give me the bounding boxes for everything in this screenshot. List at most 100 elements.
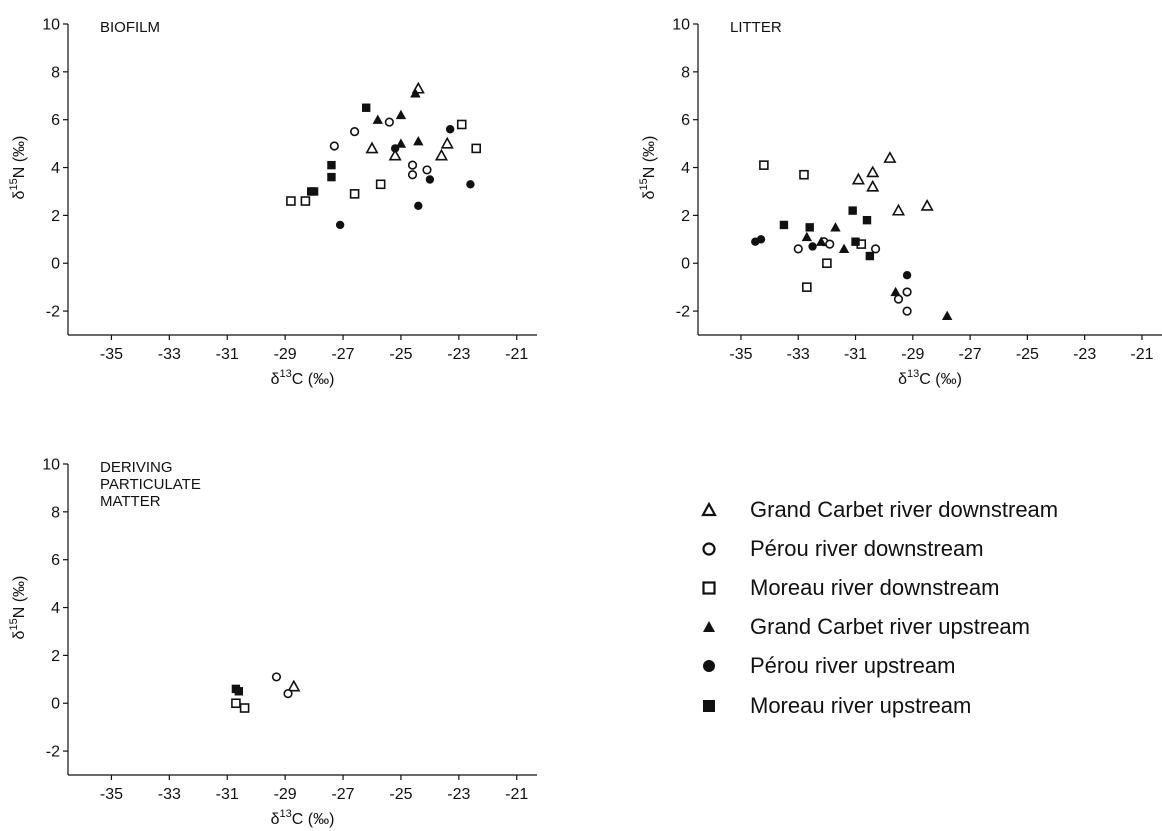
- data-point-square-filled: [327, 172, 336, 182]
- data-point-triangle-open: [920, 198, 934, 211]
- data-point-triangle-filled: [413, 136, 424, 146]
- data-point-triangle-open: [866, 179, 880, 192]
- data-point-square-filled: [848, 206, 857, 215]
- legend-label: Pérou river downstream: [750, 535, 984, 561]
- data-point-triangle-filled: [838, 243, 850, 254]
- data-point-circle-open: [893, 294, 904, 304]
- data-point-triangle-open: [388, 148, 402, 161]
- y-tick-label: 10: [672, 17, 690, 34]
- data-point-circle-open: [384, 117, 394, 127]
- y-tick-label: 2: [51, 208, 60, 225]
- x-axis-label: δ13C (‰): [898, 368, 962, 388]
- data-point-circle-open: [902, 287, 912, 297]
- data-point-circle-filled: [425, 175, 435, 184]
- data-point-circle-open: [407, 160, 418, 170]
- y-tick-label: 8: [51, 504, 60, 521]
- x-tick-label: -23: [1073, 346, 1096, 363]
- x-tick-label: -31: [844, 346, 867, 363]
- data-point-square-filled: [309, 187, 319, 196]
- data-point-triangle-filled: [395, 109, 407, 120]
- data-point-square-open: [286, 196, 296, 206]
- data-point-triangle-open: [891, 203, 906, 216]
- data-point-triangle-filled: [410, 88, 421, 98]
- data-point-circle-open: [793, 244, 803, 254]
- y-tick-label: 4: [51, 600, 60, 617]
- legend-item: Grand Carbet river downstream: [700, 490, 1140, 529]
- data-point-circle-open: [283, 689, 293, 699]
- data-point-triangle-open: [851, 172, 865, 185]
- data-point-square-filled: [805, 223, 814, 232]
- data-point-triangle-filled: [941, 310, 953, 321]
- chart-panel: -2 0 2 4 6 8 10 -35 -33 -31 -29 -27 -25 -23 -21 LITTER δ…: [638, 17, 1162, 388]
- data-point-circle-open: [422, 165, 432, 175]
- data-point-square-filled: [862, 215, 872, 225]
- chart-panel: -2 0 2 4 6 8 10 -35 -33 -31 -29 -27 -25 -23 -21 DERIVIN…: [8, 457, 537, 828]
- square-filled-icon: [703, 699, 715, 712]
- data-point-circle-open: [902, 306, 912, 316]
- x-tick-label: -35: [100, 786, 123, 803]
- y-tick-label: 6: [681, 112, 690, 129]
- data-point-square-open: [822, 258, 832, 269]
- data-point-square-filled: [851, 237, 860, 246]
- data-point-square-filled: [361, 103, 371, 112]
- data-point-triangle-open: [287, 679, 301, 692]
- x-tick-label: -21: [1130, 346, 1153, 363]
- circle-open-icon: [702, 542, 716, 556]
- legend-item: Grand Carbet river upstream: [700, 608, 1140, 647]
- data-point-triangle-open: [365, 141, 379, 154]
- y-tick-label: 8: [51, 64, 60, 81]
- x-tick-label: -33: [158, 346, 181, 363]
- data-point-circle-open: [329, 141, 339, 151]
- x-tick-label: -27: [331, 786, 354, 803]
- data-point-circle-filled: [808, 242, 817, 251]
- y-tick-label: 0: [51, 256, 60, 273]
- data-point-square-filled: [327, 160, 336, 170]
- data-point-square-open: [802, 282, 812, 292]
- data-point-square-open: [375, 179, 386, 190]
- x-tick-label: -27: [331, 346, 354, 363]
- y-tick-label: 2: [681, 208, 690, 225]
- x-tick-label: -21: [505, 786, 528, 803]
- x-tick-label: -35: [100, 346, 123, 363]
- triangle-filled-icon: [703, 621, 715, 633]
- x-tick-label: -25: [389, 786, 412, 803]
- x-tick-label: -31: [216, 346, 239, 363]
- x-tick-label: -31: [216, 786, 239, 803]
- data-point-triangle-open: [440, 136, 454, 149]
- legend-item: Moreau river downstream: [700, 568, 1140, 607]
- legend-item: Pérou river upstream: [700, 647, 1140, 686]
- panel-title: DERIVING PARTICULATE MATTER: [100, 459, 201, 510]
- data-point-square-open: [471, 143, 482, 154]
- y-tick-label: 10: [42, 17, 60, 34]
- data-point-square-open: [239, 703, 250, 713]
- data-point-square-open: [300, 196, 311, 206]
- y-tick-label: -2: [46, 744, 60, 761]
- data-point-triangle-open: [434, 148, 449, 161]
- x-tick-label: -29: [901, 346, 924, 363]
- y-axis-label: δ15N (‰): [8, 576, 28, 640]
- data-point-triangle-filled: [372, 114, 383, 124]
- x-axis-label: δ13C (‰): [271, 368, 335, 388]
- y-tick-label: 6: [51, 552, 60, 569]
- data-point-triangle-filled: [830, 222, 841, 232]
- data-point-circle-open: [825, 239, 835, 249]
- x-tick-label: -23: [447, 786, 470, 803]
- legend-label: Moreau river upstream: [750, 692, 972, 718]
- x-tick-label: -21: [505, 346, 528, 363]
- data-point-circle-open: [407, 170, 418, 180]
- y-axis-label: δ15N (‰): [8, 136, 28, 200]
- data-point-circle-open: [271, 672, 282, 682]
- data-point-circle-filled: [414, 201, 423, 211]
- legend: Grand Carbet river downstream Pérou rive…: [700, 490, 1140, 725]
- data-point-square-open: [349, 189, 360, 199]
- legend-label: Grand Carbet river downstream: [750, 496, 1059, 522]
- data-point-triangle-filled: [395, 138, 407, 148]
- legend-item: Pérou river downstream: [700, 529, 1140, 568]
- circle-filled-icon: [703, 660, 715, 673]
- data-point-square-filled: [865, 251, 875, 261]
- x-tick-label: -25: [1016, 346, 1039, 363]
- x-tick-label: -23: [447, 346, 470, 363]
- y-tick-label: -2: [46, 304, 60, 321]
- y-tick-label: 4: [681, 160, 690, 177]
- data-point-triangle-open: [866, 165, 880, 178]
